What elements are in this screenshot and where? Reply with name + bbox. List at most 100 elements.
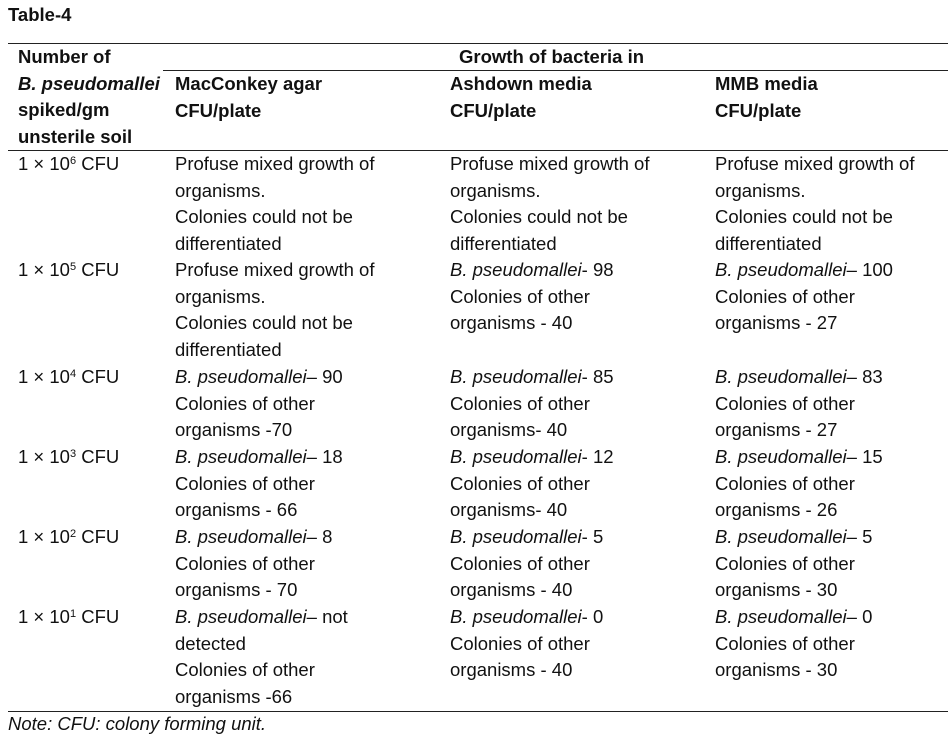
cell-line: B. pseudomallei– 8 (175, 524, 332, 551)
cell-line: organisms - 70 (175, 577, 332, 604)
dose-cell: 1 × 106 CFU (18, 151, 119, 178)
dose-base: 1 × 10 (18, 259, 70, 280)
cell-line: organisms. (175, 178, 374, 205)
media-name: MacConkey agar (175, 73, 323, 94)
cell-text: Number of (18, 46, 111, 67)
cell-text: - 0 (581, 606, 604, 627)
dose-exponent: 6 (69, 155, 77, 167)
cell-text: Colonies of other (715, 392, 855, 414)
media-name: Ashdown media (450, 73, 592, 94)
growth-cell: Profuse mixed growth of organisms. Colonie… (175, 151, 374, 257)
growth-cell: B. pseudomallei– not detected Colonies of … (175, 604, 348, 710)
growth-cell: B. pseudomallei- 0 Colonies of other organ… (450, 604, 603, 684)
organism-name: B. pseudomallei (450, 526, 582, 547)
cell-text: organisms - 70 (175, 579, 298, 601)
organism-name: B. pseudomallei (715, 259, 847, 280)
cell-line: Colonies of other (450, 391, 614, 418)
cell-text: differentiated (715, 232, 822, 254)
cell-line: differentiated (175, 337, 374, 364)
cell-text: Colonies of other (175, 392, 315, 414)
cell-line: Colonies could not be (450, 204, 649, 231)
growth-cell: B. pseudomallei– 100 Colonies of other org… (715, 257, 893, 337)
cell-line: Colonies could not be (175, 204, 374, 231)
cell-line: organisms. (715, 178, 914, 205)
dose-cell: 1 × 105 CFU (18, 257, 119, 284)
cell-text: organisms - 66 (175, 499, 298, 521)
cell-text: Colonies of other (450, 472, 590, 494)
cell-line: B. pseudomallei- 0 (450, 604, 603, 631)
dose-unit: CFU (76, 606, 120, 627)
cell-text: – 83 (846, 366, 883, 387)
cell-line: B. pseudomallei- 12 (450, 444, 614, 471)
dose-unit: CFU (76, 526, 120, 547)
cell-line: differentiated (175, 231, 374, 258)
cell-text: Colonies could not be (175, 206, 353, 228)
cell-text: Profuse mixed growth of (175, 153, 375, 174)
organism-name: B. pseudomallei (450, 366, 582, 387)
cell-line: B. pseudomallei- 5 (450, 524, 603, 551)
cell-line: Colonies could not be (175, 310, 374, 337)
cell-line: Colonies of other (450, 551, 603, 578)
cell-text: organisms - 30 (715, 579, 838, 601)
cell-line: B. pseudomallei– 18 (175, 444, 343, 471)
growth-cell: B. pseudomallei- 12 Colonies of other orga… (450, 444, 614, 524)
cell-line: organisms - 40 (450, 657, 603, 684)
growth-cell: B. pseudomallei- 98 Colonies of other orga… (450, 257, 614, 337)
bottom-rule (8, 711, 948, 712)
growth-cell: B. pseudomallei– 90 Colonies of other orga… (175, 364, 343, 444)
dose-exponent: 3 (69, 448, 77, 460)
cell-line: Profuse mixed growth of (175, 151, 374, 178)
cell-line: Colonies of other (715, 631, 872, 658)
cell-line: B. pseudomallei- 85 (450, 364, 614, 391)
dose-base: 1 × 10 (18, 446, 70, 467)
cell-text: Profuse mixed growth of (175, 259, 375, 280)
table-title: Table-4 (8, 4, 72, 25)
cell-line: unsterile soil (18, 124, 160, 151)
header-ashdown: Ashdown media CFU/plate (450, 71, 592, 124)
cell-line: organisms - 66 (175, 497, 343, 524)
dose-cell: 1 × 102 CFU (18, 524, 119, 551)
cell-line: differentiated (715, 231, 914, 258)
cell-line: Colonies of other (450, 631, 603, 658)
cell-line: B. pseudomallei– 0 (715, 604, 872, 631)
group-rule (163, 70, 948, 71)
cell-text: organisms - 26 (715, 499, 838, 521)
organism-name: B. pseudomallei (715, 606, 847, 627)
cell-text: detected (175, 632, 246, 654)
cell-text: organisms -66 (175, 685, 293, 707)
growth-cell: Profuse mixed growth of organisms. Colonie… (715, 151, 914, 257)
cell-text: differentiated (450, 232, 557, 254)
organism-name: B. pseudomallei (175, 366, 307, 387)
cell-text: organisms. (450, 179, 541, 201)
dose-exponent: 1 (69, 608, 77, 620)
media-unit: CFU/plate (175, 99, 262, 121)
cell-line: Colonies of other (715, 391, 883, 418)
cell-line: organisms - 27 (715, 310, 893, 337)
cell-line: spiked/gm (18, 97, 160, 124)
cell-text: Colonies of other (450, 552, 590, 574)
cell-line: Colonies of other (450, 284, 614, 311)
cell-text: Profuse mixed growth of (715, 153, 915, 174)
cell-line: organisms. (450, 178, 649, 205)
cell-text: Colonies of other (450, 285, 590, 307)
cell-text: unsterile soil (18, 125, 133, 147)
cell-line: Colonies could not be (715, 204, 914, 231)
dose-unit: CFU (76, 259, 120, 280)
growth-cell: Profuse mixed growth of organisms. Colonie… (450, 151, 649, 257)
cell-text: Colonies of other (715, 552, 855, 574)
dose-exponent: 5 (69, 261, 77, 273)
cell-line: organisms -66 (175, 684, 348, 711)
table-note: Note: CFU: colony forming unit. (8, 713, 267, 734)
cell-text: Colonies of other (175, 659, 315, 681)
media-unit: CFU/plate (715, 99, 802, 121)
cell-text: Profuse mixed growth of (450, 153, 650, 174)
cell-text: Colonies of other (450, 632, 590, 654)
dose-cell: 1 × 104 CFU (18, 364, 119, 391)
cell-line: Number of (18, 44, 160, 71)
cell-text: organisms - 27 (715, 419, 838, 441)
header-dose-column: Number of B. pseudomallei spiked/gm unsteri… (18, 44, 160, 150)
media-unit: CFU/plate (450, 99, 537, 121)
growth-cell: B. pseudomallei– 83 Colonies of other orga… (715, 364, 883, 444)
dose-base: 1 × 10 (18, 153, 70, 174)
cell-text: organisms - 40 (450, 659, 573, 681)
